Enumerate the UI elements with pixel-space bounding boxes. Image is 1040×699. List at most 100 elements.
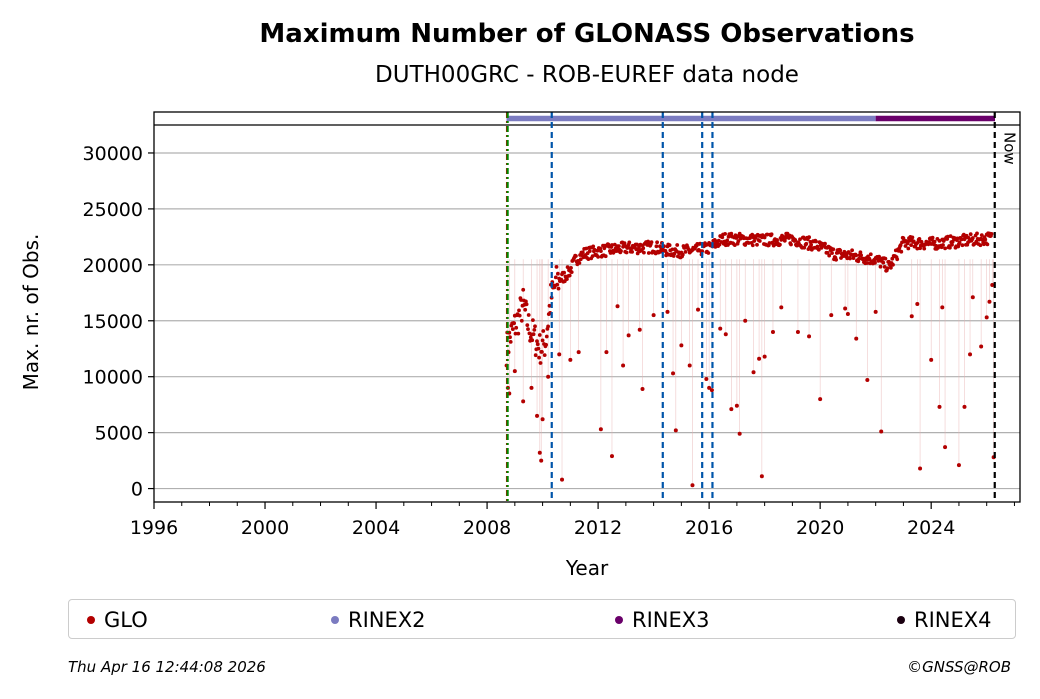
glo-outlier-point-7	[539, 458, 544, 463]
glo-trend-point-531	[873, 260, 877, 265]
glo-trend-point-394	[778, 242, 782, 247]
legend-label-glo: GLO	[104, 608, 148, 632]
glo-outlier-point-21	[640, 387, 645, 392]
glo-trend-point-30	[525, 323, 530, 327]
glo-outlier-point-69	[990, 282, 995, 287]
glo-outlier-point-36	[734, 403, 739, 408]
glo-trend-point-690	[983, 237, 988, 242]
glo-trend-point-57	[544, 342, 548, 347]
glo-trend-point-9	[510, 327, 515, 331]
glo-trend-point-450	[816, 247, 821, 252]
glo-trend-point-693	[985, 242, 990, 247]
glo-trend-point-88	[565, 265, 570, 269]
legend-item-rinex4: RINEX4	[897, 600, 992, 640]
glo-trend-point-429	[802, 245, 807, 250]
glo-outlier-point-23	[665, 309, 670, 314]
glo-trend-point-624	[937, 239, 942, 243]
glo-trend-point-454	[819, 246, 824, 250]
glo-trend-point-487	[842, 249, 847, 254]
glo-outlier-point-3	[521, 399, 526, 404]
glo-trend-point-42	[533, 353, 538, 358]
glo-trend-point-432	[804, 241, 809, 246]
glo-trend-point-469	[830, 251, 834, 256]
glo-outlier-point-49	[843, 306, 848, 311]
glo-outlier-point-8	[540, 417, 545, 422]
glo-outlier-point-10	[557, 352, 562, 357]
glo-trend-point-523	[867, 256, 872, 261]
glo-trend-point-439	[809, 242, 813, 247]
y-tick-label-15000: 15000	[83, 311, 143, 333]
plot-frame	[153, 111, 1021, 503]
glo-trend-point-152	[610, 243, 614, 247]
glo-trend-point-504	[854, 253, 859, 258]
glo-trend-point-55	[542, 353, 547, 357]
x-tick-label-2004: 2004	[352, 517, 400, 539]
glo-trend-point-62	[547, 303, 552, 308]
glo-trend-point-93	[569, 266, 573, 270]
glo-trend-point-595	[917, 237, 922, 241]
glo-trend-point-53	[541, 329, 546, 333]
glo-trend-point-31	[526, 327, 530, 331]
glo-trend-point-511	[859, 253, 863, 258]
glo-trend-point-246	[675, 243, 680, 247]
glo-trend-point-35	[528, 335, 533, 340]
footer-timestamp: Thu Apr 16 12:44:08 2026	[68, 658, 266, 676]
glo-trend-point-5	[508, 335, 512, 340]
glo-trend-point-653	[957, 240, 962, 245]
glo-trend-point-254	[680, 252, 685, 257]
glo-outlier-point-63	[962, 404, 967, 409]
legend-label-rinex3: RINEX3	[632, 608, 710, 632]
glo-trend-point-520	[865, 261, 870, 265]
glo-outlier-point-59	[937, 404, 942, 409]
glo-trend-point-40	[532, 328, 537, 332]
glo-trend-point-72	[554, 265, 559, 269]
glo-outlier-point-4	[529, 385, 534, 390]
glo-trend-point-514	[861, 256, 866, 261]
glo-trend-point-100	[574, 254, 578, 258]
glo-trend-point-543	[881, 260, 886, 265]
glo-outlier-point-62	[956, 463, 961, 468]
glo-trend-point-579	[906, 246, 911, 251]
glo-trend-point-58	[544, 334, 549, 339]
glo-outlier-point-20	[637, 327, 642, 332]
glo-outlier-point-6	[537, 450, 542, 455]
y-axis-label: Max. nr. of Obs.	[19, 234, 43, 391]
legend-item-glo: GLO	[87, 600, 148, 640]
glo-trend-point-563	[895, 257, 900, 262]
glo-trend-point-51	[540, 350, 544, 354]
glo-trend-point-650	[955, 236, 960, 241]
glo-trend-point-74	[556, 271, 560, 276]
glo-trend-point-38	[531, 318, 535, 322]
glo-trend-point-45	[535, 342, 540, 347]
legend-marker-glo	[87, 616, 95, 624]
glo-outlier-point-31	[707, 385, 712, 390]
glo-trend-point-291	[706, 251, 711, 255]
glo-outlier-point-64	[968, 352, 973, 357]
glo-trend-point-525	[868, 252, 873, 257]
glo-trend-point-640	[948, 234, 953, 239]
legend-label-rinex4: RINEX4	[914, 608, 992, 632]
glo-trend-point-39	[531, 332, 536, 337]
glo-outlier-point-24	[671, 371, 676, 376]
glo-trend-point-22	[519, 318, 524, 323]
glo-trend-point-13	[513, 331, 518, 336]
glo-trend-point-315	[723, 232, 727, 236]
glo-outlier-point-56	[915, 301, 920, 306]
glo-trend-point-355	[750, 243, 755, 248]
glo-outlier-point-22	[651, 313, 656, 318]
glo-trend-point-18	[517, 308, 521, 313]
glo-outlier-point-39	[751, 370, 756, 375]
glo-outlier-point-55	[909, 314, 914, 319]
x-tick-label-1996: 1996	[130, 517, 178, 539]
glo-trend-point-554	[889, 265, 893, 270]
glo-trend-point-678	[975, 231, 979, 236]
glo-outlier-point-45	[795, 329, 800, 334]
glo-trend-point-578	[905, 241, 910, 246]
glo-trend-point-75	[556, 286, 561, 291]
glo-outlier-point-54	[879, 429, 884, 434]
legend-marker-rinex3	[615, 616, 623, 624]
glo-trend-point-173	[624, 250, 629, 255]
glo-trend-point-177	[627, 240, 632, 245]
glo-trend-point-585	[910, 235, 915, 240]
glo-trend-point-107	[578, 257, 583, 262]
